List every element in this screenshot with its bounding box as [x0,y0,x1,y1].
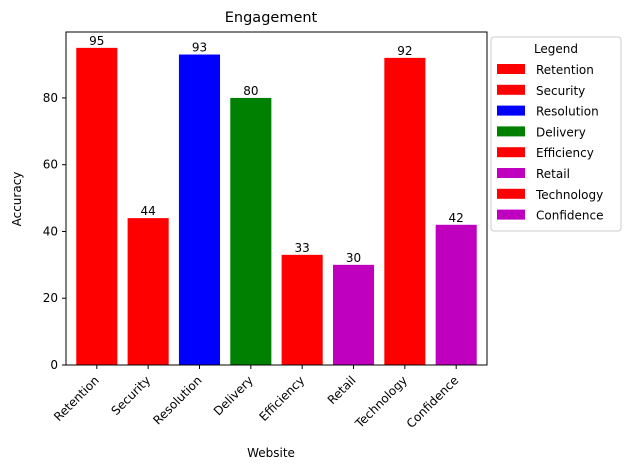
data-label: 42 [449,211,464,225]
legend-entry: Resolution [536,105,599,119]
legend-swatch [497,209,525,220]
legend-swatch [497,84,525,95]
legend-title: Legend [534,42,578,56]
bar-retention [76,47,118,366]
data-label: 33 [295,241,310,255]
data-label: 80 [243,84,258,98]
x-axis-label: Website [247,446,295,460]
y-axis-label: Accuracy [10,172,24,227]
legend-swatch [497,188,525,199]
chart-title: Engagement [225,10,318,26]
y-tick-label: 0 [50,358,58,372]
legend-swatch [497,168,525,178]
bar-security [127,218,169,365]
legend: Legend Retention Security Resolution Delive… [490,36,622,232]
y-tick-label: 40 [43,224,58,238]
data-label: 93 [192,41,207,55]
y-tick-label: 60 [43,158,58,172]
bar-delivery [230,97,272,366]
legend-swatch [497,126,525,137]
bar-resolution [178,54,221,365]
data-label: 95 [89,34,104,48]
bar-efficiency [281,254,323,365]
legend-swatch [497,105,525,116]
axes-frame [65,31,488,366]
bar-retail [332,264,375,365]
bar-confidence [435,224,477,365]
data-label: 30 [346,251,361,265]
legend-entry: Retention [536,63,594,77]
bar-technology [384,57,426,366]
data-label: 44 [141,204,156,218]
legend-entry: Efficiency [536,146,594,160]
y-tick-label: 80 [43,91,58,105]
legend-entry: Confidence [536,209,603,223]
legend-swatch [497,147,525,158]
legend-entry: Security [536,84,585,98]
y-tick-label: 20 [43,291,58,305]
legend-entry: Delivery [536,125,586,139]
legend-entry: Technology [535,188,603,202]
legend-swatch [497,64,525,74]
data-label: 92 [397,44,412,58]
legend-entry: Retail [536,167,570,181]
